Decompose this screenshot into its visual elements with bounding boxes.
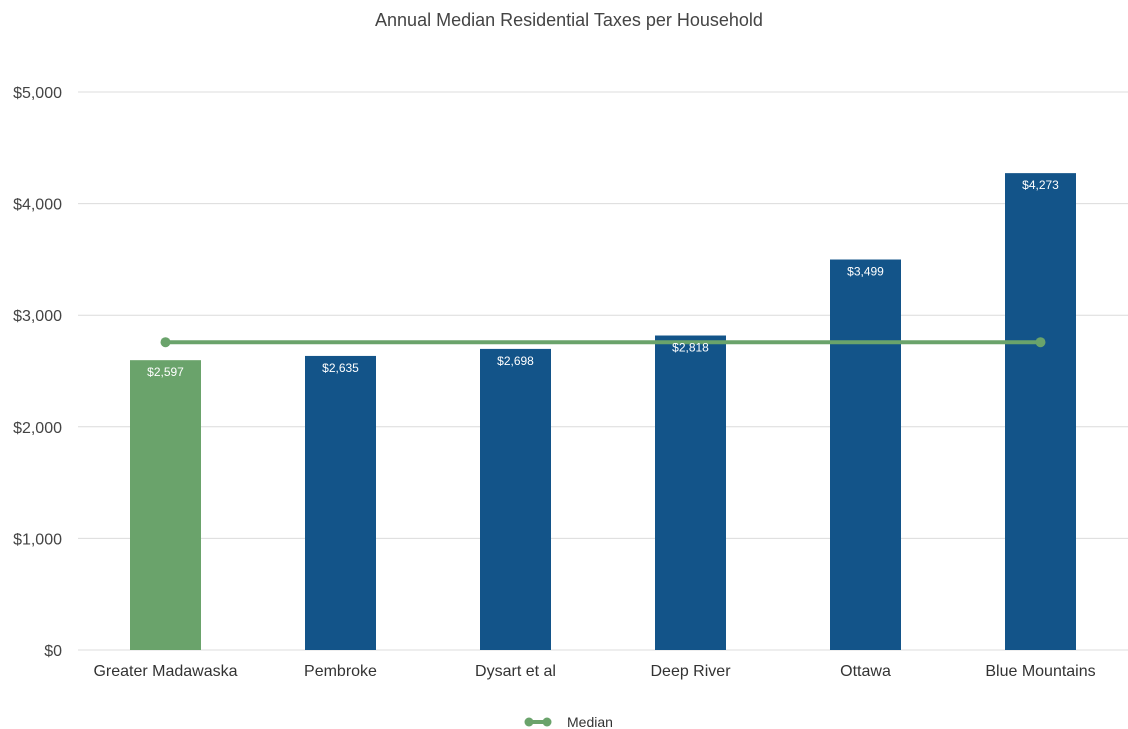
bar: [480, 348, 551, 650]
median-point: [1035, 337, 1046, 348]
bar-value-label: $2,698: [497, 354, 534, 368]
x-category-label: Ottawa: [840, 663, 891, 680]
legend-median-marker: [542, 717, 552, 727]
bar-value-label: $4,273: [1022, 178, 1059, 192]
x-category-label: Greater Madawaska: [93, 663, 237, 680]
bar-value-label: $3,499: [847, 265, 884, 279]
legend-median-label: Median: [567, 714, 613, 729]
x-category-label: Dysart et al: [475, 663, 556, 680]
y-tick-label: $2,000: [13, 420, 62, 437]
bar: [130, 360, 201, 650]
y-tick-label: $1,000: [13, 531, 62, 548]
y-tick-label: $0: [44, 643, 62, 660]
bar: [305, 355, 376, 650]
y-tick-label: $5,000: [13, 85, 62, 102]
y-tick-label: $3,000: [13, 308, 62, 325]
x-category-label: Pembroke: [304, 663, 377, 680]
bar: [1005, 173, 1076, 651]
x-category-label: Blue Mountains: [985, 663, 1095, 680]
chart-title: Annual Median Residential Taxes per Hous…: [375, 10, 763, 30]
bar-value-label: $2,635: [322, 361, 359, 375]
bar: [655, 335, 726, 650]
median-point: [160, 337, 171, 348]
bar: [830, 259, 901, 650]
legend-median-marker: [524, 717, 534, 727]
x-category-label: Deep River: [650, 663, 731, 680]
y-tick-label: $4,000: [13, 197, 62, 214]
bar-value-label: $2,597: [147, 365, 184, 379]
bar-value-label: $2,818: [672, 341, 709, 355]
